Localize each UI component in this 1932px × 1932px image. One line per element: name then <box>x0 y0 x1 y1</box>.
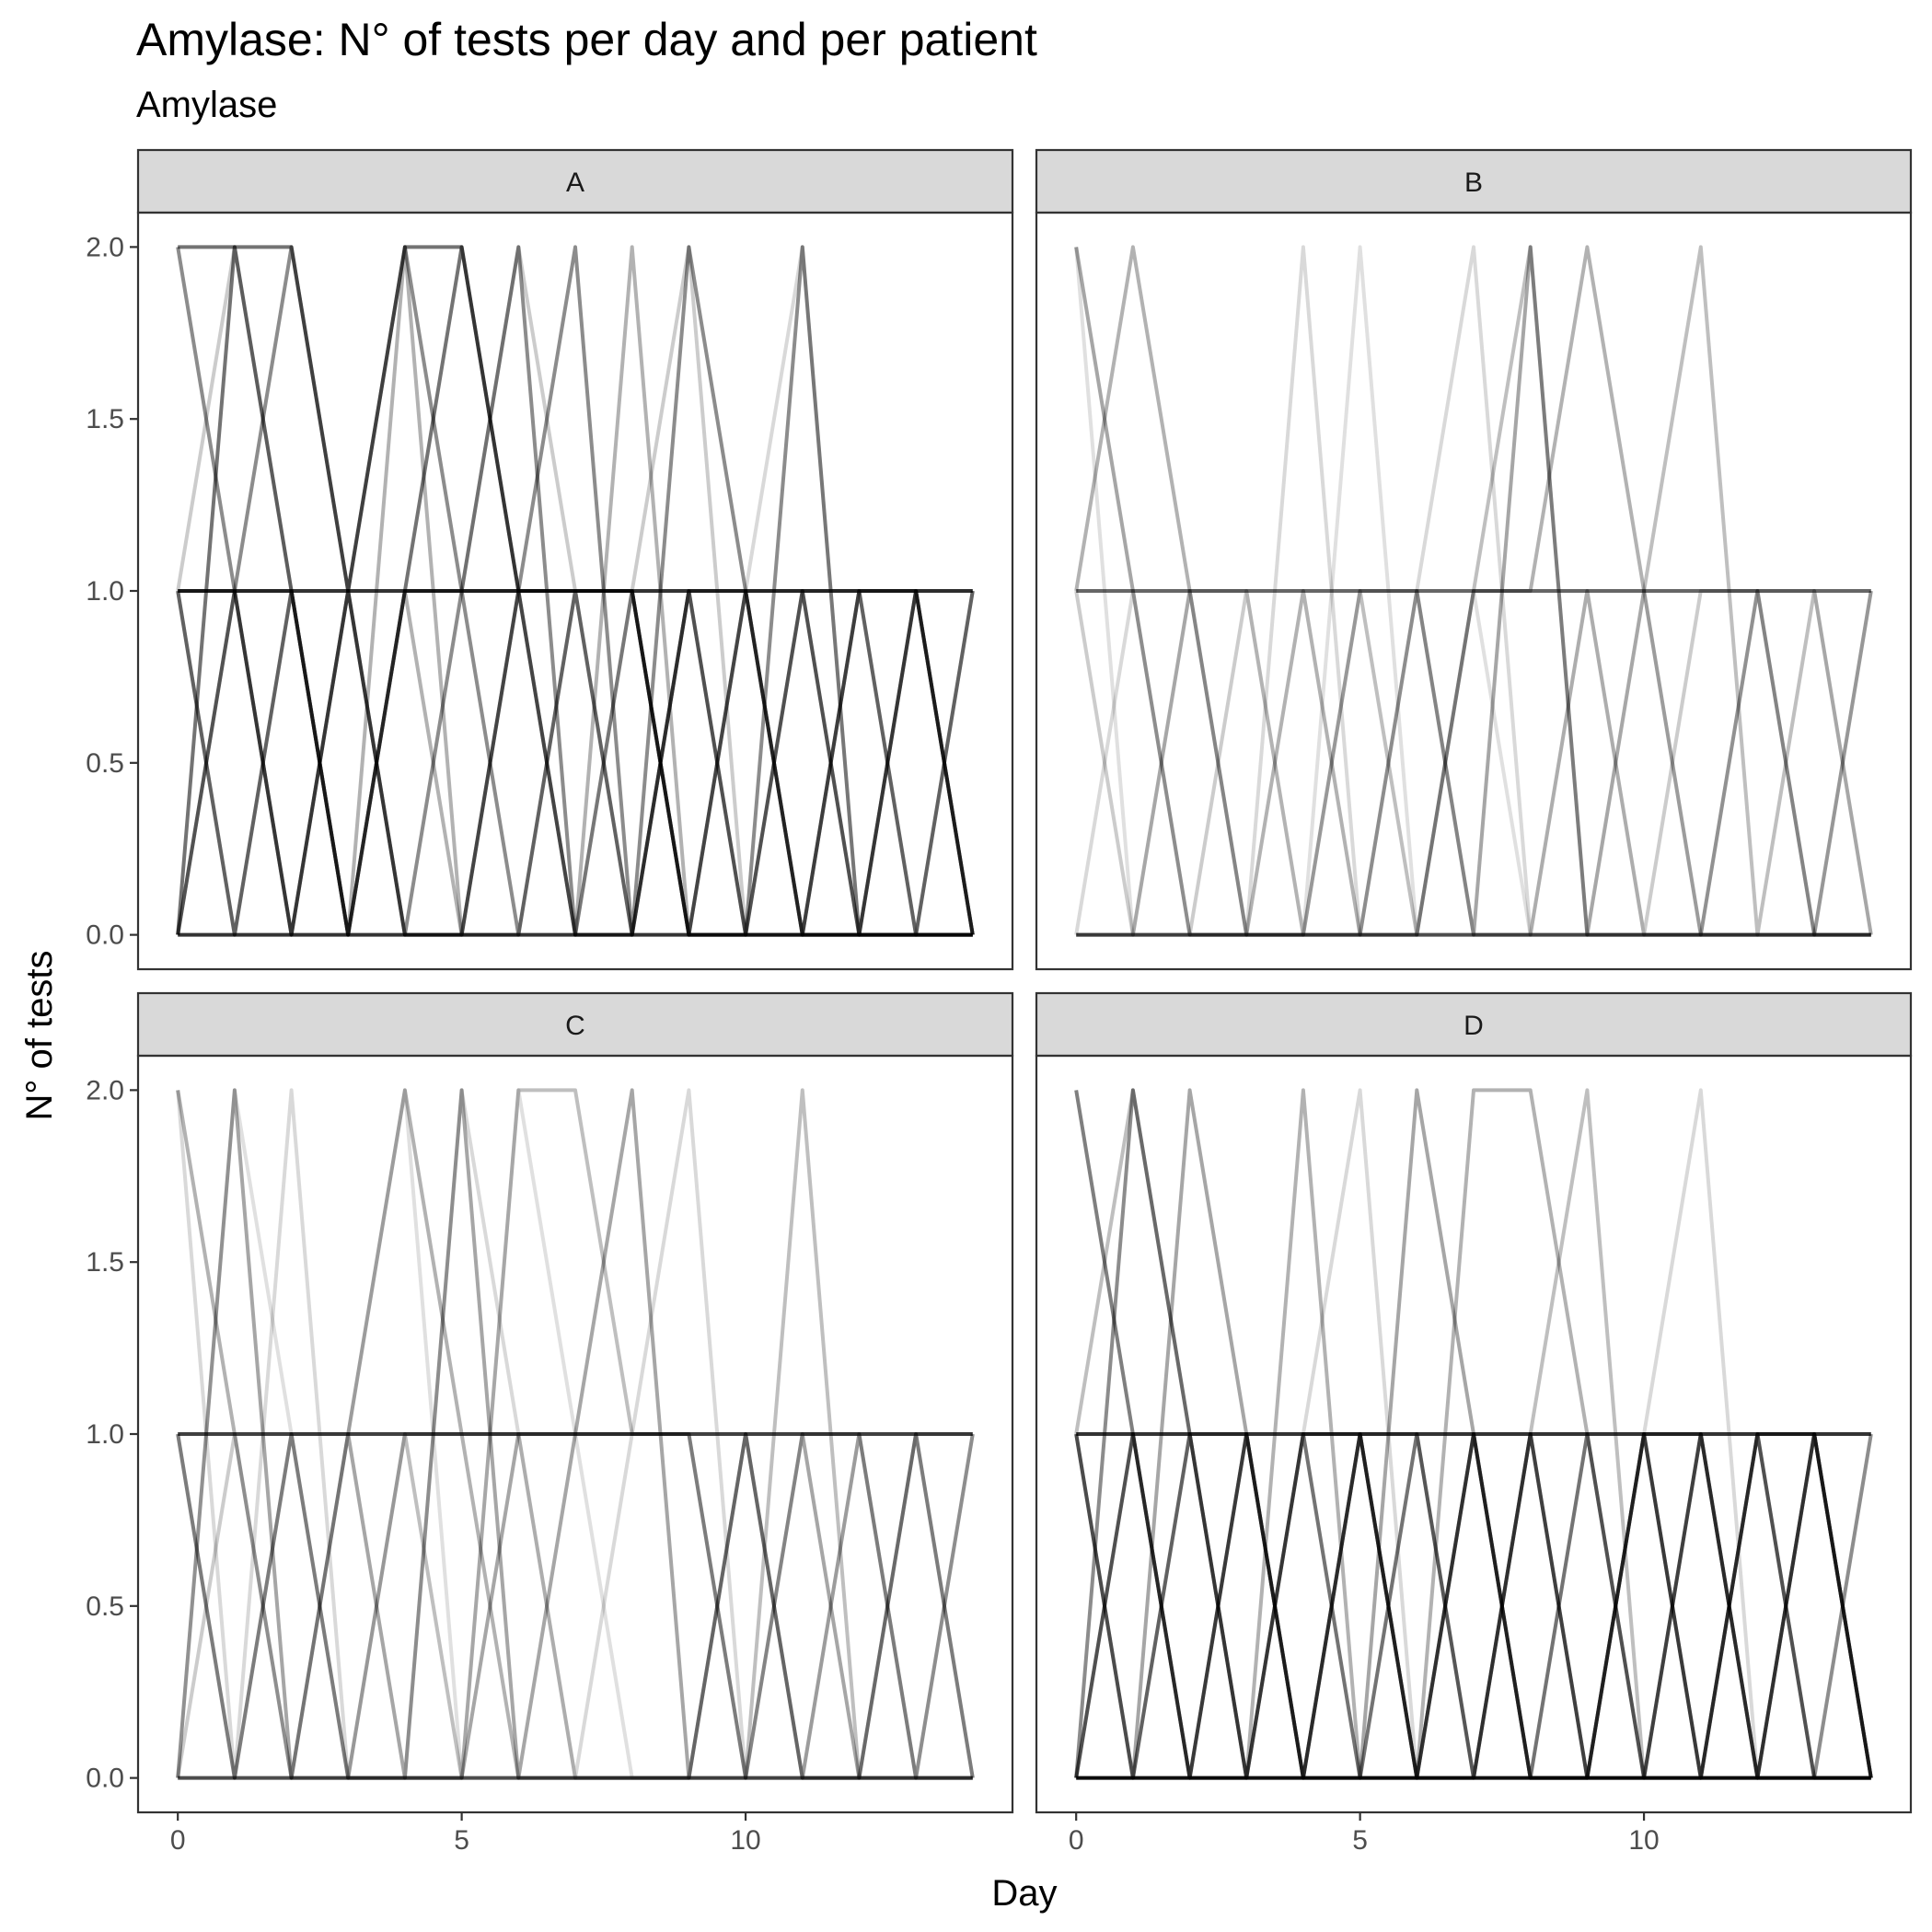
series-group <box>176 1088 975 1780</box>
facet-panel-b: B <box>1035 148 1913 971</box>
x-tick-label: 0 <box>1069 1825 1084 1856</box>
series-group <box>1074 245 1873 937</box>
facet-strip-label: D <box>1463 1011 1484 1041</box>
x-tick-label: 10 <box>1628 1825 1659 1856</box>
y-tick-label: 0.0 <box>86 1764 124 1794</box>
y-tick-label: 0.0 <box>86 920 124 951</box>
panel-border <box>1035 211 1913 971</box>
facet-strip-label: B <box>1464 168 1483 198</box>
facet-panels: A 0.0 0.5 1.0 1.5 2.0 B C 0.0 0.5 1.0 1.5 2.0 0 5 10 D 0 5… <box>86 148 1913 1856</box>
facet-panel-a: A 0.0 0.5 1.0 1.5 2.0 <box>86 148 1014 971</box>
x-tick-label: 10 <box>730 1825 760 1856</box>
series-group <box>1074 1088 1873 1780</box>
y-tick-label: 1.0 <box>86 1419 124 1450</box>
series-line <box>176 245 975 937</box>
y-tick-label: 2.0 <box>86 1075 124 1105</box>
series-group <box>176 245 975 937</box>
facet-panel-c: C 0.0 0.5 1.0 1.5 2.0 0 5 10 <box>86 991 1014 1856</box>
facet-strip-label: A <box>566 168 584 198</box>
y-tick-label: 1.0 <box>86 576 124 607</box>
x-tick-label: 5 <box>1352 1825 1368 1856</box>
y-tick-label: 1.5 <box>86 1247 124 1278</box>
y-tick-label: 0.5 <box>86 1591 124 1622</box>
facet-strip <box>136 991 1014 1058</box>
facet-panel-d: D 0 5 10 <box>1035 991 1913 1856</box>
facet-strip-label: C <box>565 1011 585 1041</box>
x-tick-label: 0 <box>170 1825 186 1856</box>
chart-subtitle: Amylase <box>136 85 277 125</box>
x-axis-title: Day <box>991 1873 1057 1914</box>
chart-title: Amylase: N° of tests per day and per pat… <box>136 14 1037 65</box>
y-axis-title: N° of tests <box>19 951 60 1121</box>
facet-strip <box>1035 148 1913 214</box>
x-tick-label: 5 <box>454 1825 469 1856</box>
y-tick-label: 0.5 <box>86 748 124 779</box>
y-tick-label: 2.0 <box>86 232 124 262</box>
facet-strip <box>1035 991 1913 1058</box>
facet-strip <box>136 148 1014 214</box>
y-tick-label: 1.5 <box>86 404 124 434</box>
panel-border <box>1035 1054 1913 1814</box>
series-line <box>176 1088 975 1780</box>
